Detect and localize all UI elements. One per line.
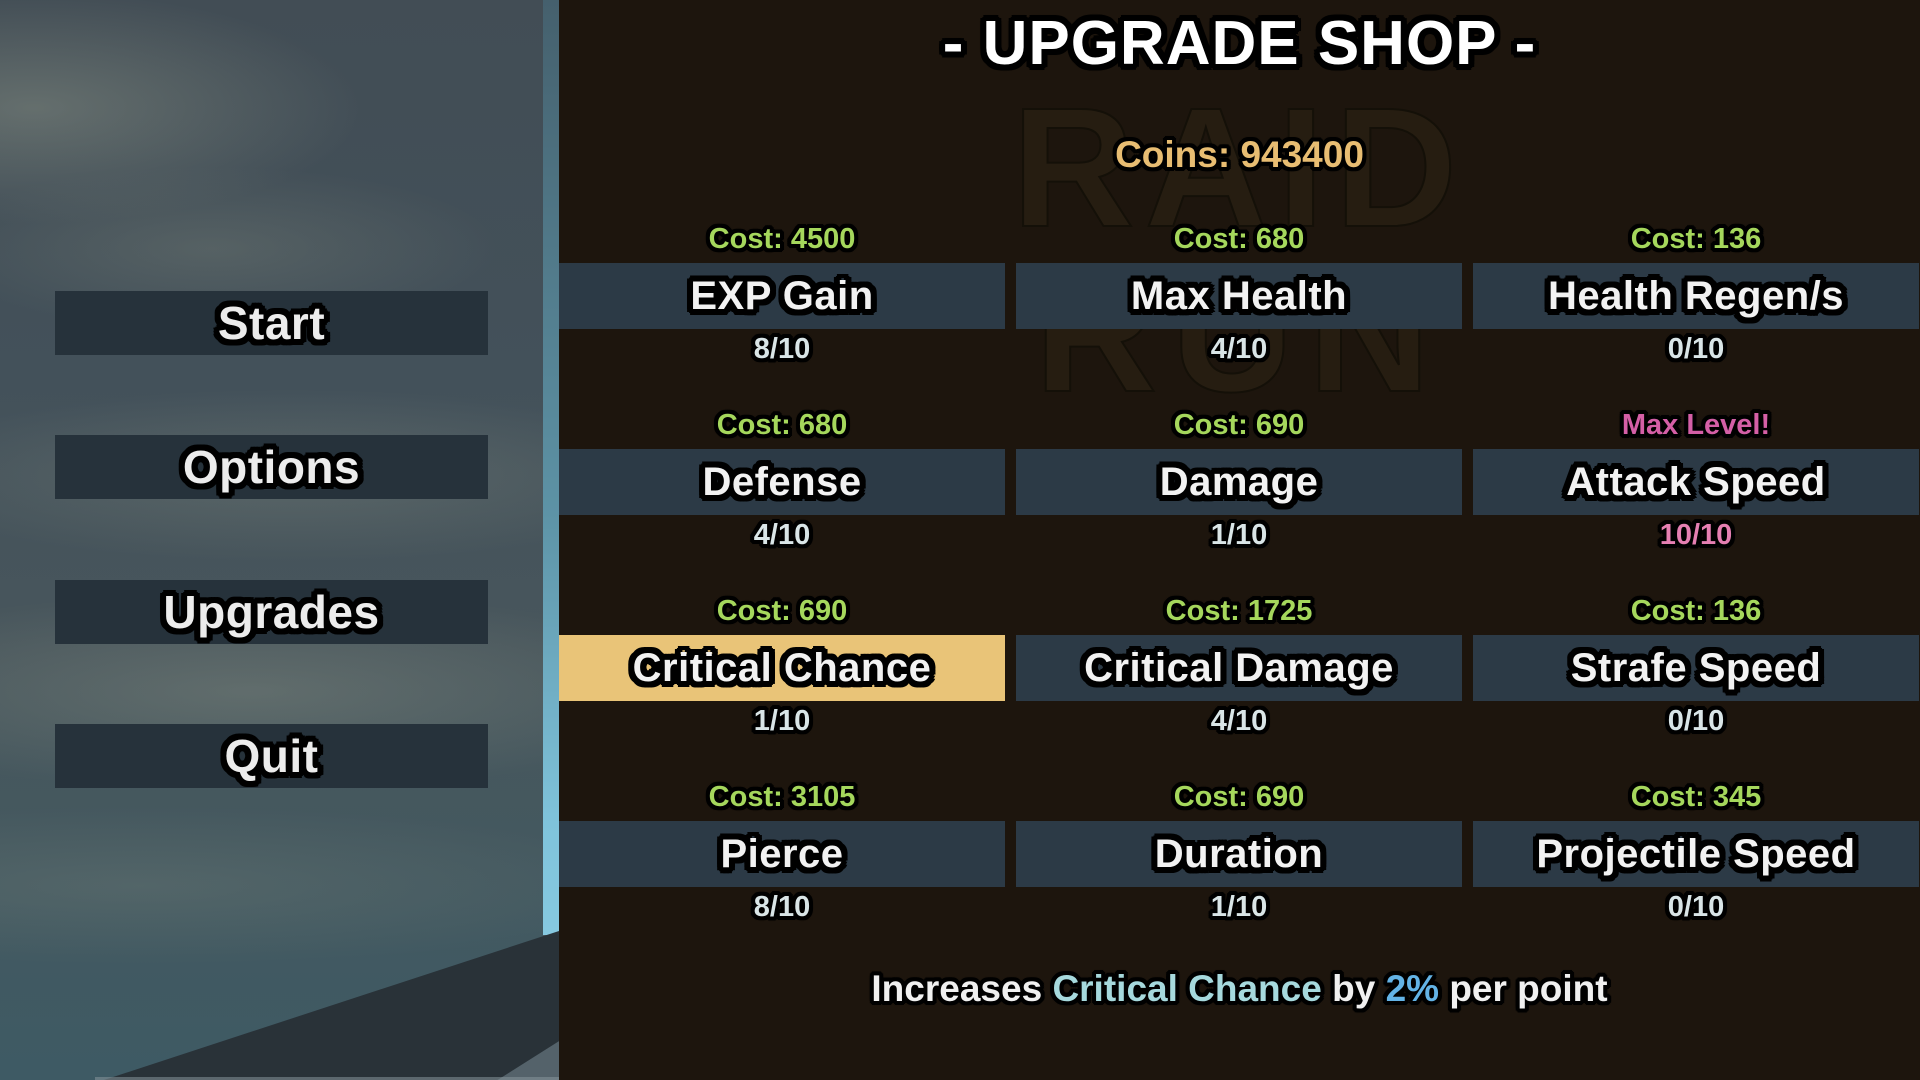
upgrade-name: Attack Speed: [1566, 459, 1826, 504]
upgrade-tile-pierce: Cost: 3105 Pierce 8/10: [559, 773, 1005, 927]
upgrade-name: EXP Gain: [690, 273, 874, 318]
upgrade-level: 4/10: [753, 518, 811, 551]
upgrade-cost-label: Cost: 680: [716, 408, 848, 441]
upgrade-name: Health Regen/s: [1548, 273, 1844, 318]
upgrade-cost-label: Cost: 690: [716, 594, 848, 627]
upgrade-button-defense[interactable]: Defense: [559, 449, 1005, 515]
shop-title: - UPGRADE SHOP -: [942, 8, 1537, 78]
upgrade-button-strafe-speed[interactable]: Strafe Speed: [1473, 635, 1919, 701]
upgrade-name: Defense: [702, 459, 862, 504]
upgrade-tile-max-health: Cost: 680 Max Health 4/10: [1016, 215, 1462, 369]
upgrade-cost-label: Cost: 3105: [708, 780, 856, 813]
coins-display: Coins: 943400: [1115, 134, 1364, 175]
upgrade-level: 0/10: [1667, 704, 1725, 737]
upgrade-level: 1/10: [753, 704, 811, 737]
upgrade-name: Duration: [1154, 831, 1324, 876]
upgrade-name: Pierce: [720, 831, 844, 876]
description-suffix: per point: [1439, 968, 1608, 1009]
upgrade-description: Increases Critical Chance by 2% per poin…: [559, 964, 1920, 1014]
upgrade-button-exp-gain[interactable]: EXP Gain: [559, 263, 1005, 329]
upgrade-button-critical-chance[interactable]: Critical Chance: [559, 635, 1005, 701]
upgrade-cost-label: Cost: 690: [1173, 408, 1305, 441]
menu-button-start[interactable]: Start: [55, 291, 488, 355]
upgrade-level: 1/10: [1210, 518, 1268, 551]
upgrade-level: 10/10: [1659, 518, 1733, 551]
upgrade-level: 0/10: [1667, 332, 1725, 365]
upgrade-level: 4/10: [1210, 332, 1268, 365]
upgrade-cost-label: Cost: 136: [1630, 222, 1762, 255]
upgrade-button-pierce[interactable]: Pierce: [559, 821, 1005, 887]
upgrade-level: 8/10: [753, 890, 811, 923]
upgrade-tile-damage: Cost: 690 Damage 1/10: [1016, 401, 1462, 555]
upgrade-name: Damage: [1159, 459, 1319, 504]
upgrade-button-damage[interactable]: Damage: [1016, 449, 1462, 515]
upgrade-level: 0/10: [1667, 890, 1725, 923]
upgrade-cost-label: Cost: 680: [1173, 222, 1305, 255]
upgrade-name: Projectile Speed: [1536, 831, 1856, 876]
upgrade-level: 8/10: [753, 332, 811, 365]
main-menu-sidebar: Start Options Upgrades Quit: [0, 0, 559, 1080]
upgrade-grid: Cost: 4500 EXP Gain 8/10 Cost: 680 Max Healt…: [559, 215, 1919, 927]
upgrade-tile-critical-damage: Cost: 1725 Critical Damage 4/10: [1016, 587, 1462, 741]
description-stat: Critical Chance: [1052, 968, 1322, 1009]
upgrade-button-max-health[interactable]: Max Health: [1016, 263, 1462, 329]
upgrade-button-critical-damage[interactable]: Critical Damage: [1016, 635, 1462, 701]
upgrade-name: Strafe Speed: [1570, 645, 1822, 690]
upgrade-name: Max Health: [1130, 273, 1348, 318]
upgrade-button-attack-speed[interactable]: Attack Speed: [1473, 449, 1919, 515]
upgrade-tile-duration: Cost: 690 Duration 1/10: [1016, 773, 1462, 927]
menu-button-options[interactable]: Options: [55, 435, 488, 499]
upgrade-tile-projectile-speed: Cost: 345 Projectile Speed 0/10: [1473, 773, 1919, 927]
menu-button-quit[interactable]: Quit: [55, 724, 488, 788]
upgrade-cost-label: Cost: 1725: [1165, 594, 1313, 627]
upgrade-name: Critical Chance: [632, 645, 932, 690]
upgrade-tile-defense: Cost: 680 Defense 4/10: [559, 401, 1005, 555]
upgrade-cost-label: Cost: 4500: [708, 222, 856, 255]
upgrade-name: Critical Damage: [1084, 645, 1394, 690]
upgrade-level: 4/10: [1210, 704, 1268, 737]
upgrade-shop-panel: RAID RUN - UPGRADE SHOP - Coins: 943400 …: [559, 0, 1920, 1080]
menu-button-upgrades[interactable]: Upgrades: [55, 580, 488, 644]
sidebar-edge-highlight: [543, 0, 559, 935]
description-middle: by: [1321, 968, 1386, 1009]
upgrade-level: 1/10: [1210, 890, 1268, 923]
sky-background: [0, 0, 559, 1080]
upgrade-tile-strafe-speed: Cost: 136 Strafe Speed 0/10: [1473, 587, 1919, 741]
description-prefix: Increases: [871, 968, 1053, 1009]
upgrade-tile-exp-gain: Cost: 4500 EXP Gain 8/10: [559, 215, 1005, 369]
upgrade-cost-label: Cost: 345: [1630, 780, 1762, 813]
description-value: 2%: [1385, 968, 1440, 1009]
upgrade-cost-label: Cost: 690: [1173, 780, 1305, 813]
upgrade-tile-attack-speed: Max Level! Attack Speed 10/10: [1473, 401, 1919, 555]
upgrade-cost-label: Max Level!: [1621, 408, 1771, 441]
upgrade-tile-health-regen-s: Cost: 136 Health Regen/s 0/10: [1473, 215, 1919, 369]
sidebar-bottom-line: [95, 1077, 559, 1080]
upgrade-button-health-regen-s[interactable]: Health Regen/s: [1473, 263, 1919, 329]
upgrade-tile-critical-chance: Cost: 690 Critical Chance 1/10: [559, 587, 1005, 741]
upgrade-cost-label: Cost: 136: [1630, 594, 1762, 627]
upgrade-button-projectile-speed[interactable]: Projectile Speed: [1473, 821, 1919, 887]
upgrade-button-duration[interactable]: Duration: [1016, 821, 1462, 887]
